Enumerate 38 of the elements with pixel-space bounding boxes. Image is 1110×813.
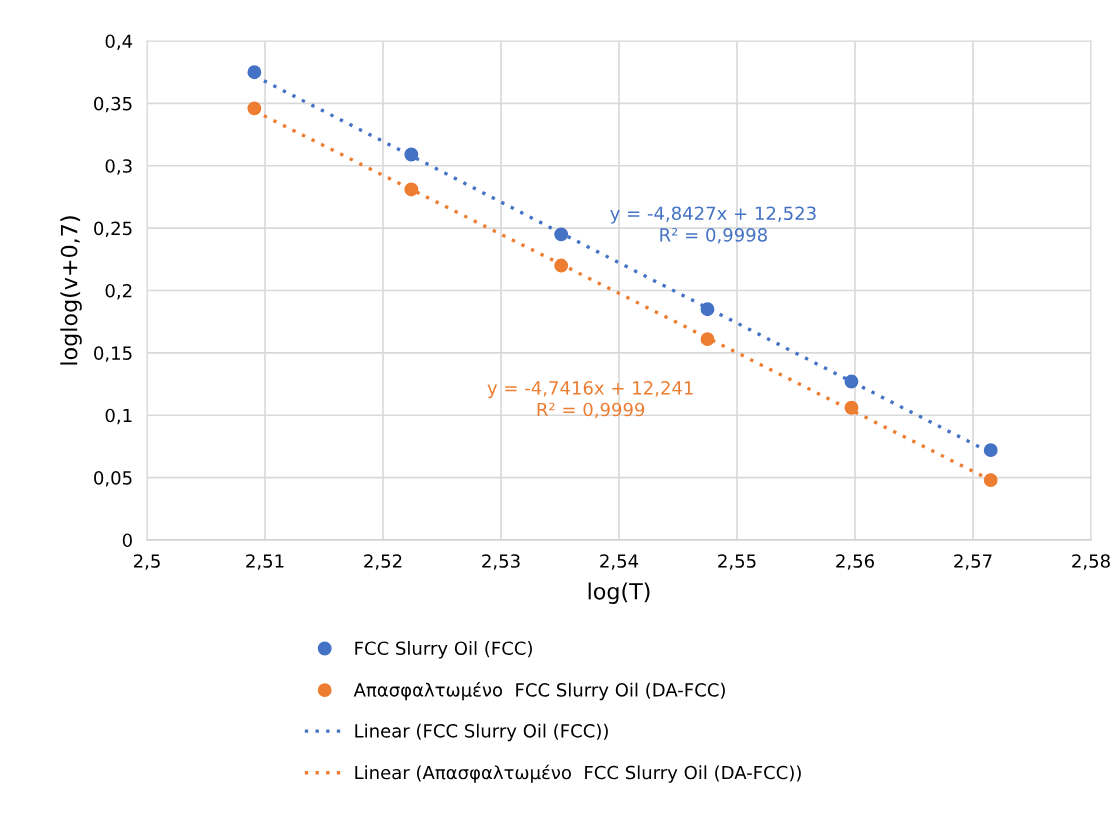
x-tick-label: 2,5 (133, 554, 160, 570)
point (247, 65, 262, 80)
x-tick-label: 2,54 (600, 554, 639, 570)
y-tick-label: 0,3 (105, 159, 132, 175)
point (554, 227, 569, 242)
point (844, 374, 859, 389)
y-tick-label: 0,35 (94, 96, 132, 113)
x-axis-title: log(T) (588, 582, 650, 604)
y-tick-label: 0,1 (105, 408, 132, 425)
x-tick-label: 2,55 (718, 554, 756, 570)
y-tick-label: 0,25 (94, 221, 132, 238)
y-tick-label: 0,05 (94, 471, 132, 487)
point (983, 473, 998, 488)
point (700, 332, 715, 347)
legend-label: Linear (FCC Slurry Oil (FCC)) (355, 723, 608, 742)
x-tick-label: 2,56 (836, 554, 874, 570)
point (404, 147, 419, 162)
y-tick-label: 0,15 (94, 346, 132, 362)
x-tick-label: 2,57 (954, 554, 992, 570)
point (247, 101, 262, 116)
legend-label: Linear (Απασφαλτωμένο FCC Slurry Oil (DA-FCC)) (355, 764, 801, 783)
annotation: y = -4,8427x + 12,523 R² = 0,9998 (610, 206, 816, 244)
y-tick-label: 0,4 (105, 34, 133, 50)
point (700, 302, 715, 317)
y-tick-label: 0 (122, 533, 132, 548)
x-tick-label: 2,52 (364, 554, 402, 570)
y-tick-label: 0,2 (105, 283, 132, 300)
legend-label: FCC Slurry Oil (FCC) (355, 641, 532, 659)
x-tick-label: 2,53 (482, 554, 520, 570)
x-tick-label: 2,51 (246, 554, 284, 570)
point (404, 182, 419, 197)
legend-label: Απασφαλτωμένο FCC Slurry Oil (DA-FCC) (353, 682, 725, 701)
point (844, 400, 859, 415)
x-tick-label: 2,58 (1072, 554, 1110, 570)
point (983, 443, 998, 458)
annotation: y = -4,7416x + 12,241 R² = 0,9999 (487, 381, 693, 419)
point (554, 258, 569, 273)
y-axis-title: loglog(v+0,7) (60, 216, 82, 365)
